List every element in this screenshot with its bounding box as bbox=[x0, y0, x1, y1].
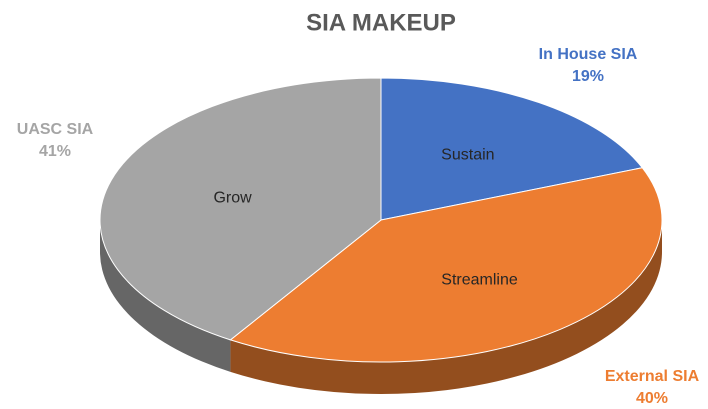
category-label: In House SIA bbox=[539, 46, 638, 63]
category-label: UASC SIA bbox=[17, 121, 94, 138]
slice-side bbox=[230, 220, 662, 394]
slice bbox=[380, 77, 644, 221]
value-label: 19% bbox=[572, 68, 604, 85]
category-label: External SIA bbox=[605, 368, 700, 385]
slice-label: Sustain bbox=[441, 147, 494, 164]
slice-label: Streamline bbox=[441, 271, 518, 288]
value-label: 41% bbox=[39, 143, 71, 160]
slice-side bbox=[100, 220, 231, 372]
value-label: 40% bbox=[636, 390, 668, 407]
slice bbox=[229, 167, 663, 363]
chart-title: SIA MAKEUP bbox=[306, 9, 456, 36]
slice-label: Grow bbox=[213, 189, 252, 206]
slice bbox=[99, 77, 382, 341]
